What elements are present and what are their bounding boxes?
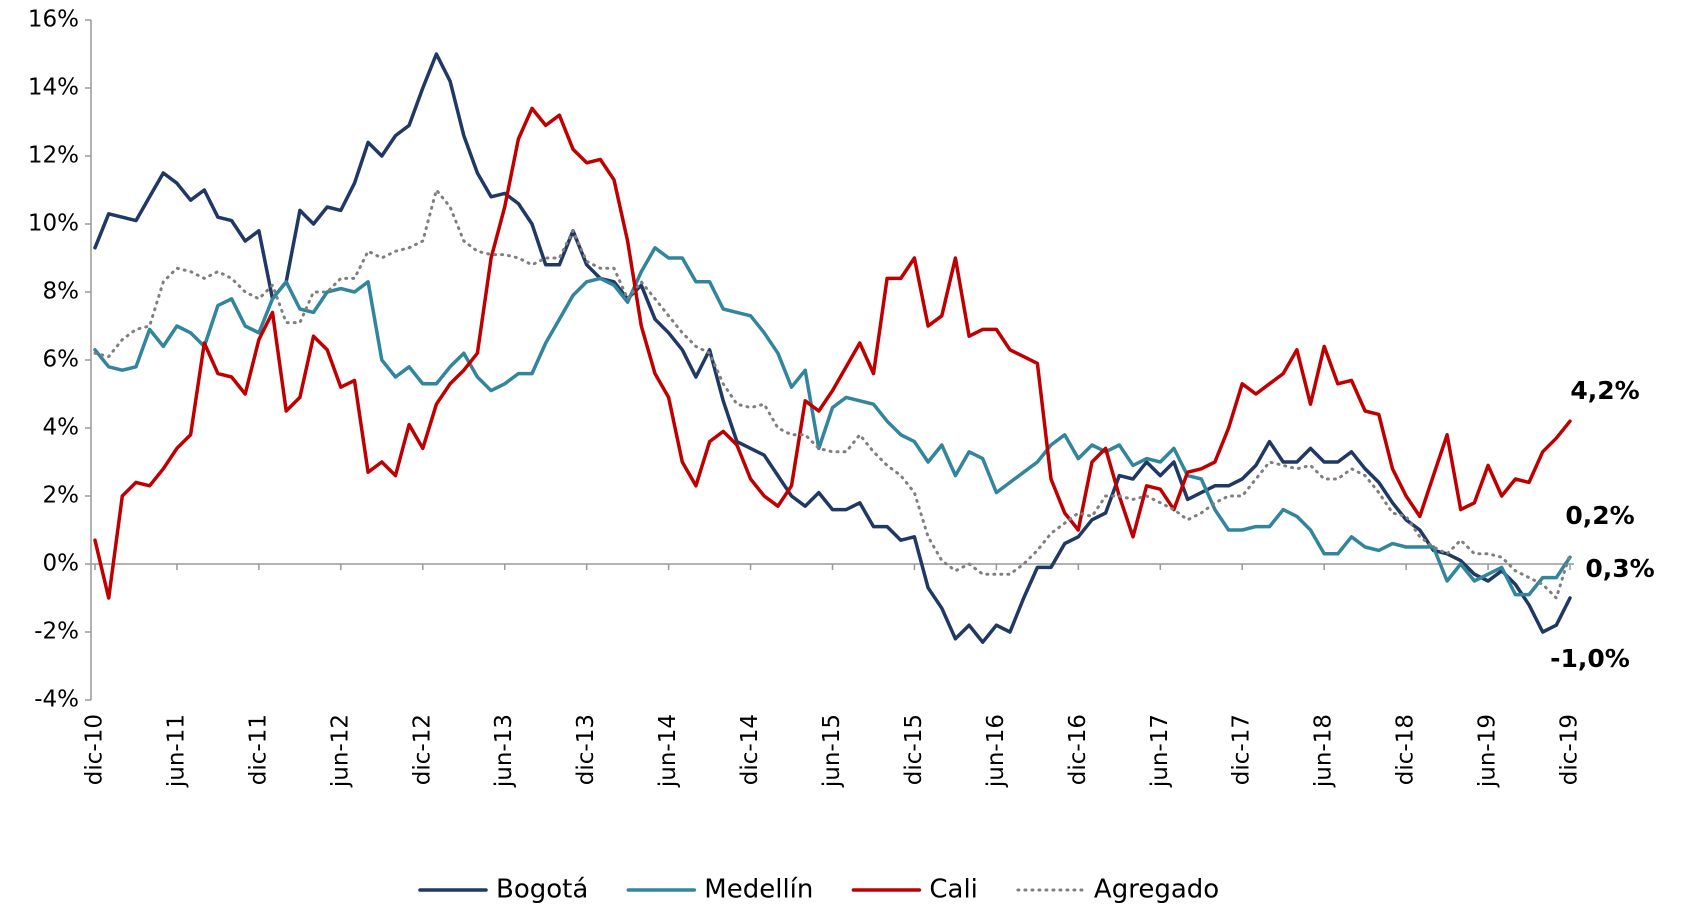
x-tick-label: dic-11 (245, 714, 271, 785)
x-tick-label: jun-18 (1311, 714, 1337, 788)
x-tick-label: jun-16 (983, 714, 1009, 788)
y-tick-label: -2% (34, 619, 79, 645)
end-label: -1,0% (1550, 644, 1630, 673)
end-label: 4,2% (1570, 376, 1639, 405)
x-tick-label: jun-11 (163, 714, 189, 788)
y-tick-label: 6% (43, 347, 80, 373)
x-tick-label: jun-12 (327, 714, 353, 788)
y-tick-label: 4% (43, 415, 80, 441)
x-tick-label: dic-10 (82, 714, 108, 785)
x-tick-label: jun-14 (655, 714, 681, 788)
y-tick-label: 2% (43, 483, 80, 509)
y-tick-label: -4% (34, 687, 79, 713)
legend-label: Medellín (704, 875, 813, 905)
y-tick-label: 12% (28, 143, 79, 169)
x-tick-label: dic-17 (1229, 714, 1255, 785)
series-line (93, 188, 1572, 600)
x-tick-label: dic-18 (1393, 714, 1419, 785)
series-line (93, 52, 1572, 644)
end-label: 0,2% (1565, 501, 1634, 530)
x-tick-label: dic-12 (409, 714, 435, 785)
legend: Bogotá Medellín Cali Agregado (418, 875, 1219, 905)
x-tick-label: dic-16 (1065, 714, 1091, 785)
y-tick-label: 0% (43, 551, 80, 577)
legend-label: Agregado (1094, 875, 1219, 905)
x-tick-label: dic-13 (573, 714, 599, 785)
x-tick-label: jun-13 (491, 714, 517, 788)
y-tick-label: 16% (28, 7, 79, 33)
series-line (93, 106, 1572, 600)
x-tick-label: dic-19 (1557, 714, 1583, 785)
x-tick-label: jun-15 (819, 714, 845, 788)
legend-label: Cali (929, 875, 978, 905)
y-tick-label: 14% (28, 75, 79, 101)
legend-label: Bogotá (496, 875, 588, 905)
y-tick-label: 8% (43, 279, 80, 305)
y-tick-label: 10% (28, 211, 79, 237)
x-tick-label: dic-15 (901, 714, 927, 785)
series-line (93, 246, 1572, 597)
x-tick-label: jun-19 (1475, 714, 1501, 788)
end-label: 0,3% (1585, 554, 1654, 583)
x-tick-label: jun-17 (1147, 714, 1173, 788)
x-tick-label: dic-14 (737, 714, 763, 785)
